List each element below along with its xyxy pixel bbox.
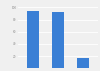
Bar (27, 11, 39, 68)
Bar (52, 12, 64, 68)
Bar (77, 58, 89, 68)
